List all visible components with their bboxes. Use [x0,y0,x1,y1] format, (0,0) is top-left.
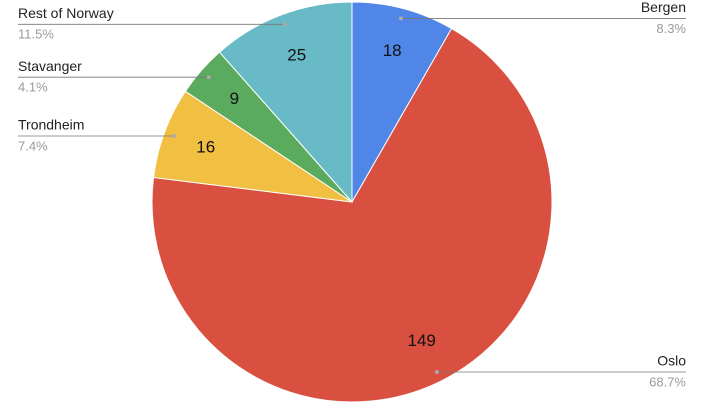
leader-dot [282,22,287,27]
pie-slice [351,1,453,204]
percent-label: 4.1% [18,80,48,95]
data-label: 18 [383,41,402,60]
data-label: 16 [196,137,215,156]
pie-slice [151,27,553,403]
legend-label: Stavanger [18,58,82,74]
leader-dot [171,134,176,139]
leader-dot [398,16,403,21]
percent-label: 68.7% [649,374,686,389]
legend-label: Oslo [657,353,686,369]
leader-dot [206,75,211,80]
data-label: 149 [408,331,436,350]
percent-label: 11.5% [18,27,54,42]
data-label: 25 [287,46,306,65]
legend-label: Rest of Norway [18,5,114,21]
leader-dot [434,369,439,374]
percent-label: 8.3% [656,21,686,36]
pie-slice [218,1,353,204]
legend-label: Bergen [641,0,686,15]
data-label: 9 [230,89,239,108]
legend-label: Trondheim [18,117,84,133]
percent-label: 7.4% [18,138,48,153]
